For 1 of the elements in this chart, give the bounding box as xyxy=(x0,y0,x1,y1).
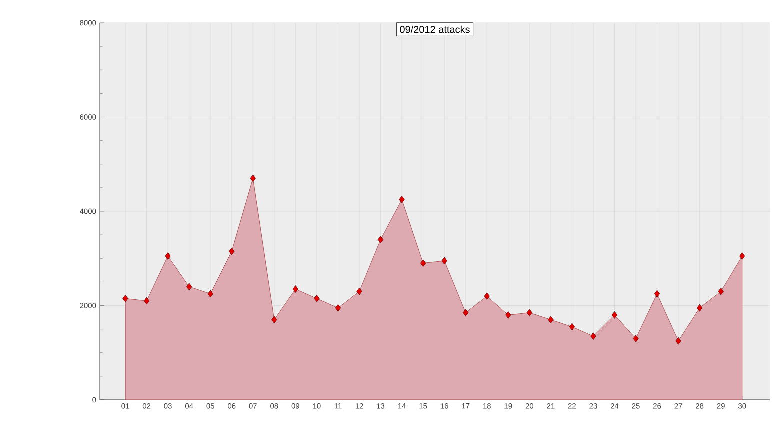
chart-title: 09/2012 attacks xyxy=(400,26,470,34)
